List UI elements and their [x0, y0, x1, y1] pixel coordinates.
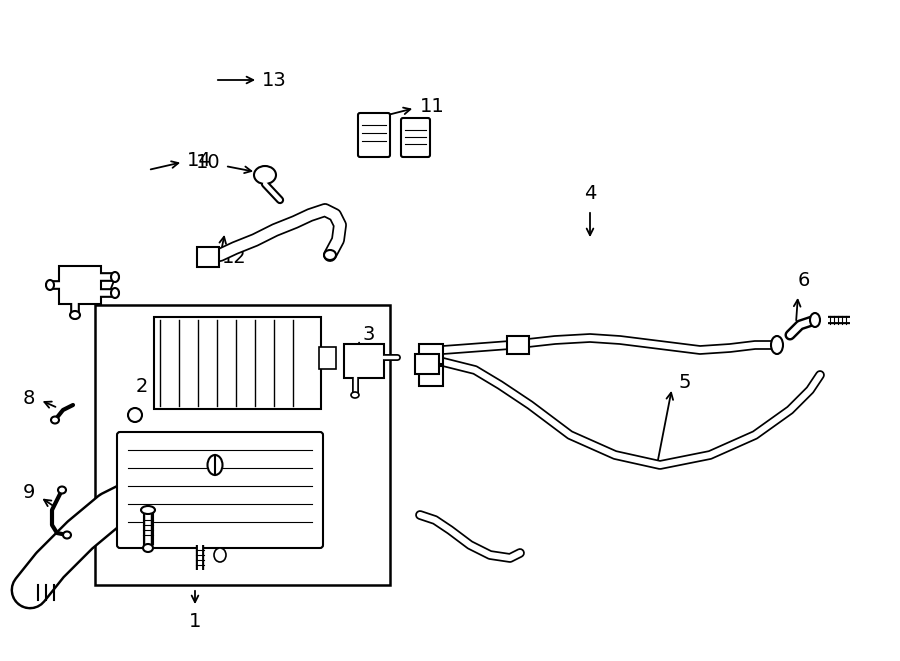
- FancyBboxPatch shape: [319, 347, 336, 369]
- FancyBboxPatch shape: [117, 432, 323, 548]
- Ellipse shape: [208, 455, 222, 475]
- Ellipse shape: [810, 313, 820, 327]
- Text: 5: 5: [678, 373, 690, 393]
- Ellipse shape: [111, 272, 119, 282]
- FancyBboxPatch shape: [358, 113, 390, 157]
- FancyBboxPatch shape: [419, 344, 443, 364]
- Text: 13: 13: [262, 71, 287, 89]
- Ellipse shape: [51, 416, 59, 424]
- Ellipse shape: [58, 486, 66, 494]
- FancyBboxPatch shape: [415, 354, 439, 374]
- Text: 12: 12: [222, 248, 247, 267]
- FancyBboxPatch shape: [401, 118, 430, 157]
- Text: 1: 1: [189, 612, 202, 631]
- FancyBboxPatch shape: [197, 247, 219, 267]
- FancyBboxPatch shape: [95, 305, 390, 585]
- Text: 11: 11: [420, 97, 445, 116]
- Ellipse shape: [254, 166, 276, 184]
- FancyBboxPatch shape: [419, 366, 443, 386]
- Ellipse shape: [324, 250, 336, 260]
- Ellipse shape: [141, 506, 155, 514]
- FancyBboxPatch shape: [344, 344, 384, 378]
- Ellipse shape: [351, 392, 359, 398]
- Text: 7: 7: [104, 276, 116, 295]
- Ellipse shape: [128, 408, 142, 422]
- FancyBboxPatch shape: [154, 317, 321, 409]
- Ellipse shape: [46, 280, 54, 290]
- Text: 9: 9: [22, 483, 35, 502]
- Text: 6: 6: [798, 271, 810, 290]
- Ellipse shape: [143, 544, 153, 552]
- Text: 10: 10: [195, 153, 220, 173]
- Text: 3: 3: [363, 325, 375, 344]
- Ellipse shape: [63, 531, 71, 539]
- Ellipse shape: [214, 548, 226, 562]
- Ellipse shape: [771, 336, 783, 354]
- Text: 8: 8: [22, 389, 35, 407]
- FancyBboxPatch shape: [59, 266, 101, 304]
- Text: 14: 14: [187, 151, 212, 169]
- Ellipse shape: [70, 311, 80, 319]
- FancyBboxPatch shape: [507, 336, 529, 354]
- Text: 4: 4: [584, 184, 596, 203]
- Text: 2: 2: [136, 377, 148, 397]
- Ellipse shape: [111, 288, 119, 298]
